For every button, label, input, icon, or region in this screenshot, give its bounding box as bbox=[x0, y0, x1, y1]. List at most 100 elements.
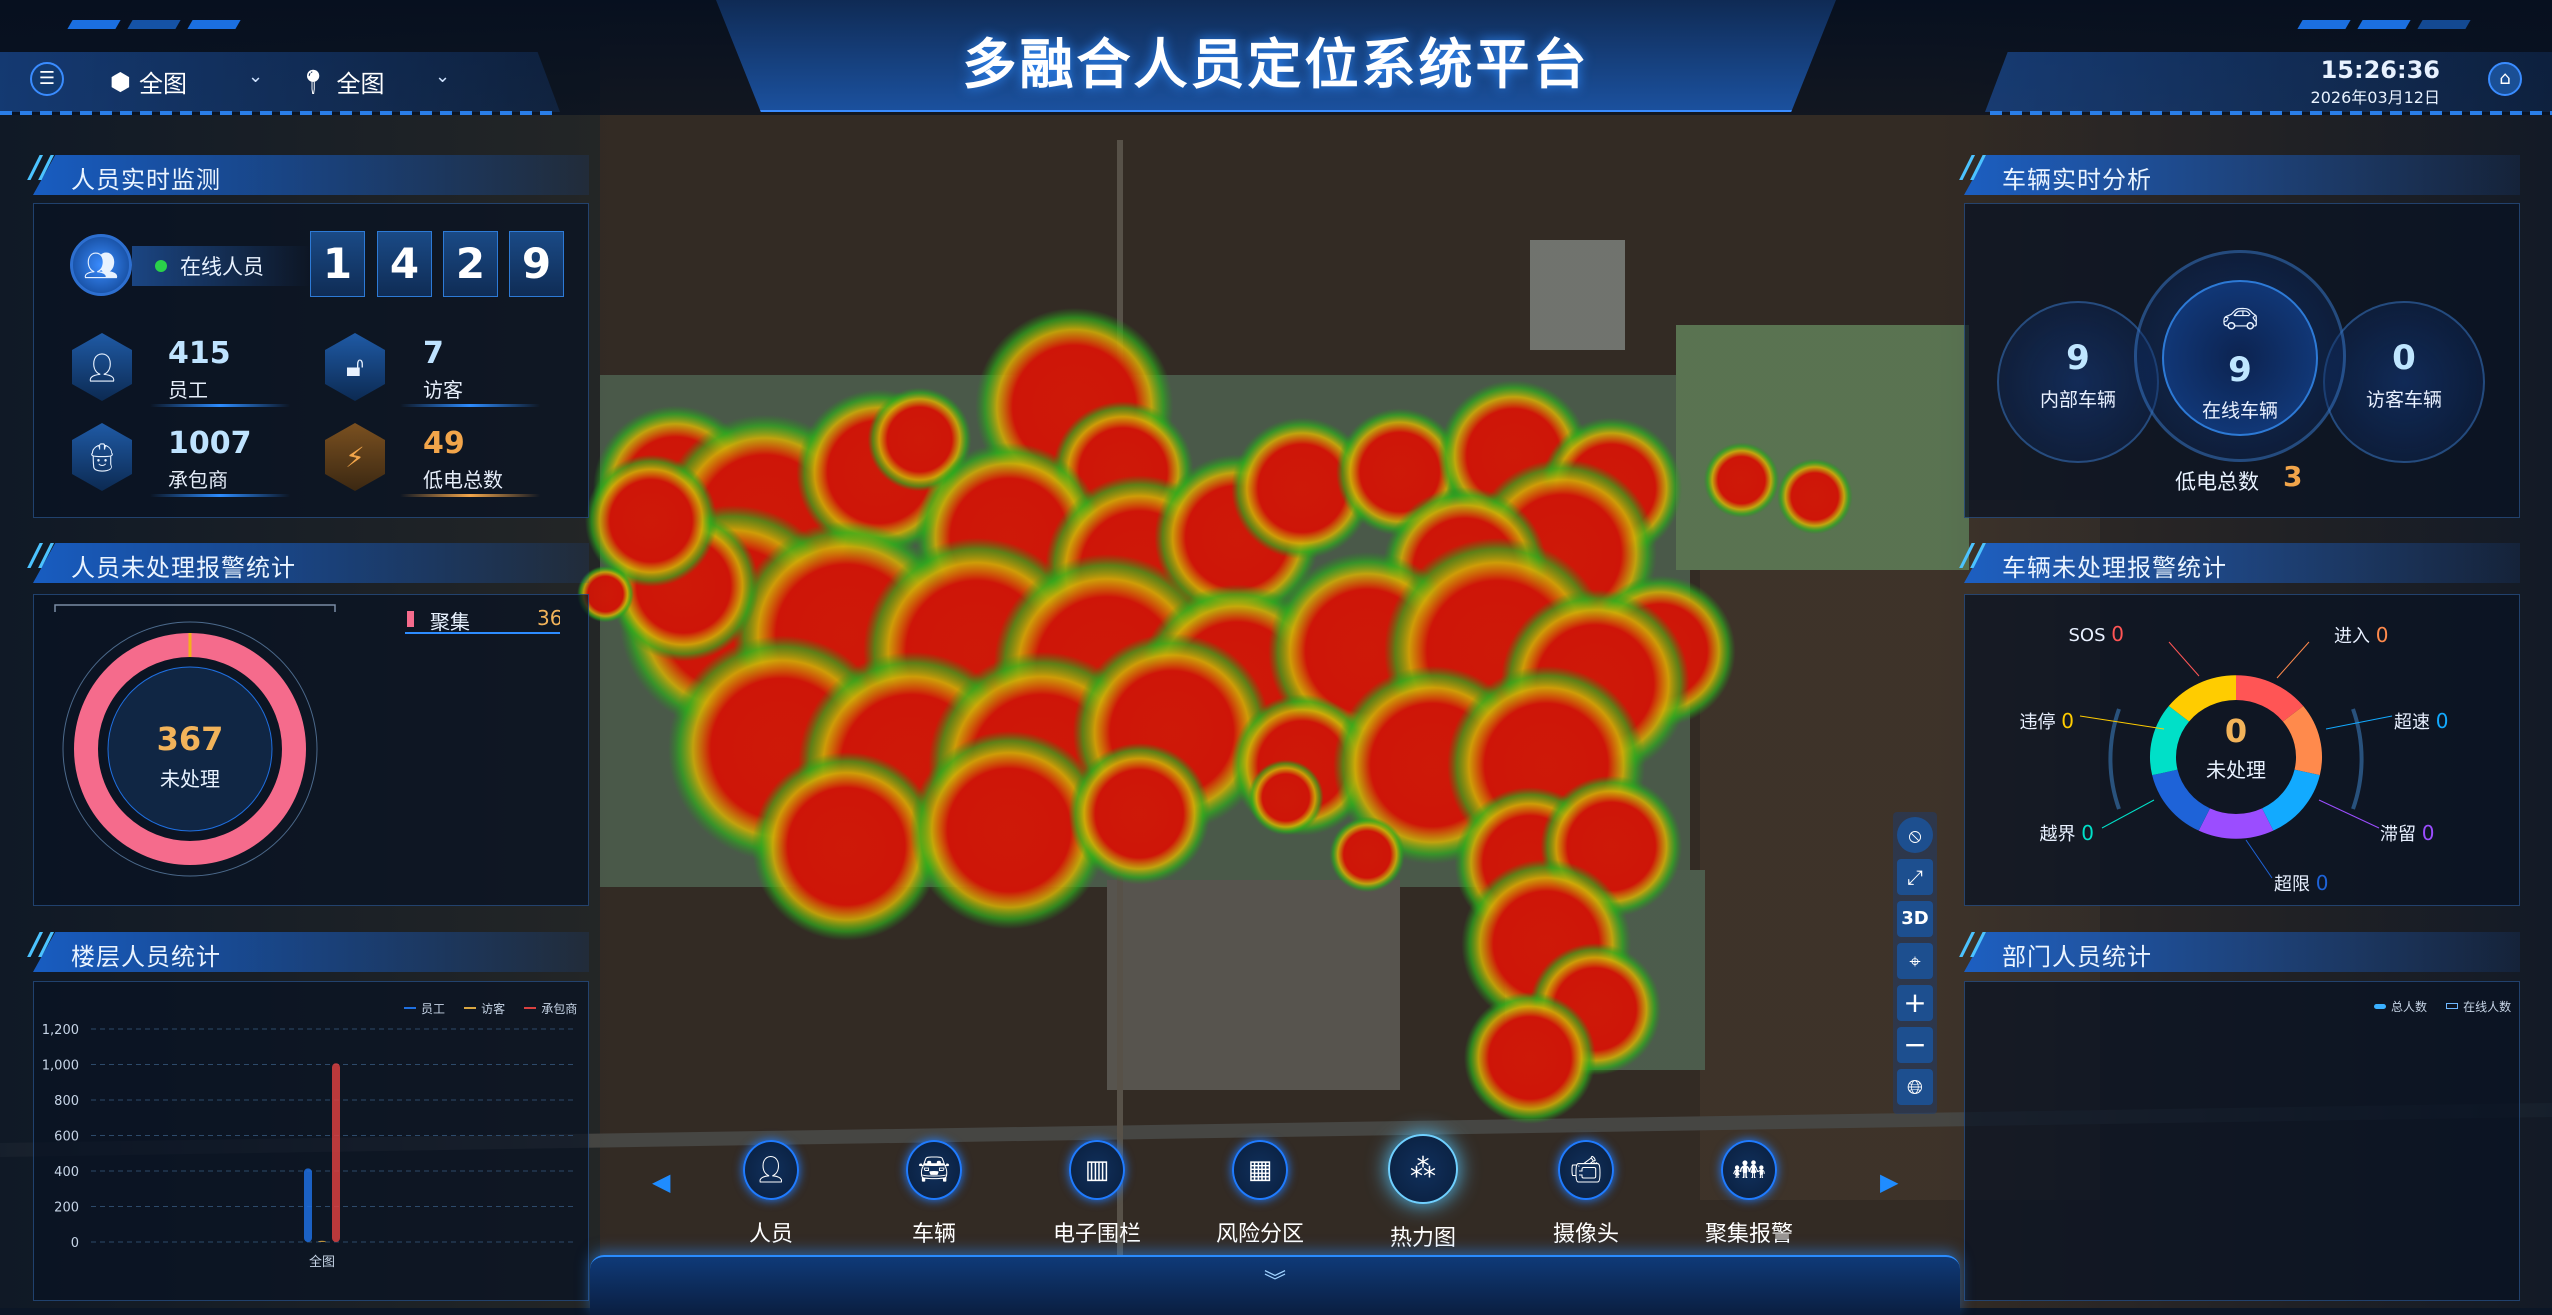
leader-line bbox=[2101, 799, 2155, 829]
visitor-vehicles-value: 0 bbox=[2392, 338, 2416, 378]
floor-stats-chart: 0 200 400 600 800 1,000 1,200 全图 bbox=[42, 1023, 573, 1270]
location-pin-icon: 📍︎ bbox=[298, 67, 329, 96]
minus-icon: − bbox=[1903, 1028, 1927, 1061]
online-people-icon: 👥︎ bbox=[70, 234, 132, 296]
legend-item-employee[interactable]: 员工 bbox=[404, 1000, 445, 1017]
compass-button[interactable]: ⦸ bbox=[1897, 817, 1933, 853]
panel-title-floor-stats: 楼层人员统计 bbox=[33, 932, 589, 972]
y-tick-label: 600 bbox=[54, 1130, 79, 1145]
locate-button[interactable]: ⌖ bbox=[1897, 943, 1933, 979]
camera-icon: 📹︎ bbox=[1558, 1140, 1614, 1200]
toolbar-prev-arrow[interactable]: ◀ bbox=[652, 1168, 671, 1196]
title-slash-icon: // bbox=[30, 150, 52, 185]
chevron-down-icon[interactable]: ⌄ bbox=[248, 66, 264, 87]
x-tick-label: 全图 bbox=[309, 1254, 335, 1270]
fullscreen-button[interactable]: ⤢ bbox=[1897, 859, 1933, 895]
area-select[interactable]: 📍︎ 全图 bbox=[298, 67, 385, 99]
divider bbox=[400, 494, 540, 497]
clock-date: 2026年03月12日 bbox=[2310, 88, 2440, 107]
online-vehicles-value: 9 bbox=[2228, 350, 2252, 390]
legend-item-online[interactable]: 在线人数 bbox=[2446, 998, 2511, 1015]
visitor-vehicles-label: 访客车辆 bbox=[2365, 389, 2442, 411]
panel-title-personnel-monitor: 人员实时监测 bbox=[33, 155, 589, 195]
zoom-out-button[interactable]: − bbox=[1897, 1027, 1933, 1063]
donut-segment[interactable] bbox=[2152, 769, 2210, 831]
fence-icon: ▥ bbox=[1069, 1140, 1125, 1200]
top-right-bar bbox=[1985, 52, 2552, 112]
legend-item-total[interactable]: 总人数 bbox=[2374, 998, 2427, 1015]
home-button[interactable]: ⌂ bbox=[2488, 62, 2522, 96]
alarm-label-0: SOS 0 bbox=[2068, 622, 2125, 646]
leader-line bbox=[2325, 715, 2393, 730]
scene-select[interactable]: ⬢ 全图 bbox=[110, 67, 187, 99]
panel-title-vehicle-alarm: 车辆未处理报警统计 bbox=[1964, 543, 2520, 583]
panel-title-vehicle-analysis: 车辆实时分析 bbox=[1964, 155, 2520, 195]
bar-员工[interactable] bbox=[304, 1168, 312, 1242]
menu-button[interactable]: ☰ bbox=[30, 62, 64, 96]
employee-count: 415 bbox=[168, 336, 231, 371]
page-title: 多融合人员定位系统平台 bbox=[962, 33, 1590, 96]
divider bbox=[400, 404, 540, 407]
donut-segment[interactable] bbox=[2150, 706, 2190, 776]
title-banner bbox=[716, 0, 1836, 112]
expand-drawer-chevron-icon[interactable]: ︾ bbox=[1264, 1270, 1287, 1295]
y-tick-label: 200 bbox=[54, 1201, 79, 1216]
online-label: 在线人员 bbox=[180, 255, 264, 279]
cube-icon: ⬢ bbox=[110, 67, 131, 96]
title-slash-icon: // bbox=[1962, 150, 1984, 185]
legend-item-contractor[interactable]: 承包商 bbox=[524, 1000, 577, 1017]
chevron-down-icon[interactable]: ⌄ bbox=[435, 66, 451, 87]
legend-item-gathering[interactable]: 聚集 367 bbox=[405, 604, 560, 634]
menu-icon: ☰ bbox=[38, 68, 56, 89]
bar-访客[interactable] bbox=[318, 1240, 326, 1242]
toolbar-button-risk-zone[interactable]: ▦ 风险分区 bbox=[1205, 1140, 1315, 1248]
divider bbox=[150, 404, 290, 407]
alarm-label-6: 违停 0 bbox=[2019, 709, 2074, 733]
leader-line bbox=[2168, 641, 2200, 677]
toolbar-button-car[interactable]: 🚘︎ 车辆 bbox=[879, 1140, 989, 1248]
alarm-label-5: 越界 0 bbox=[2039, 821, 2094, 845]
toolbar-button-camera[interactable]: 📹︎ 摄像头 bbox=[1531, 1140, 1641, 1248]
internal-vehicles-value: 9 bbox=[2066, 338, 2090, 378]
donut-segment[interactable] bbox=[2198, 808, 2274, 839]
heatmap-icon: ⁂ bbox=[1388, 1134, 1458, 1204]
y-tick-label: 1,000 bbox=[42, 1059, 79, 1074]
toolbar-button-crowd[interactable]: 👪︎ 聚集报警 bbox=[1694, 1140, 1804, 1248]
bar-承包商[interactable] bbox=[332, 1063, 340, 1242]
header-decoration bbox=[2417, 20, 2471, 29]
divider bbox=[0, 111, 560, 115]
donut-segment[interactable] bbox=[2168, 675, 2236, 722]
toolbar-next-arrow[interactable]: ▶ bbox=[1880, 1168, 1899, 1196]
car-icon: 🚘︎ bbox=[906, 1140, 962, 1200]
bottom-drawer bbox=[590, 1255, 1960, 1315]
online-vehicles-label: 在线车辆 bbox=[2201, 400, 2278, 422]
panel-title-personnel-alarm: 人员未处理报警统计 bbox=[33, 543, 589, 583]
divider bbox=[1990, 111, 2552, 115]
low-battery-count: 49 bbox=[423, 426, 465, 461]
leader-line bbox=[2318, 799, 2380, 829]
zoom-in-button[interactable]: + bbox=[1897, 985, 1933, 1021]
toolbar-button-heatmap[interactable]: ⁂ 热力图 bbox=[1368, 1134, 1478, 1252]
alarm-label-3: 滞留 0 bbox=[2380, 821, 2435, 845]
legend-item-visitor[interactable]: 访客 bbox=[464, 1000, 505, 1017]
title-slash-icon: // bbox=[30, 538, 52, 573]
online-digit: 1 bbox=[310, 231, 365, 297]
toolbar-label: 摄像头 bbox=[1552, 1222, 1619, 1247]
online-digit: 2 bbox=[443, 231, 498, 297]
visitor-count: 7 bbox=[423, 336, 444, 371]
globe-icon: 🌐︎ bbox=[1907, 1075, 1923, 1099]
y-tick-label: 800 bbox=[54, 1094, 79, 1109]
donut-segment[interactable] bbox=[2282, 706, 2322, 776]
donut-segment[interactable] bbox=[2262, 769, 2320, 831]
3d-toggle-button[interactable]: 3D bbox=[1897, 901, 1933, 937]
leader-line bbox=[2276, 641, 2310, 679]
personnel-alarm-total: 367 bbox=[156, 720, 224, 758]
person-icon: 👤︎ bbox=[72, 333, 132, 401]
personnel-alarm-total-label: 未处理 bbox=[160, 767, 220, 791]
toolbar-button-fence[interactable]: ▥ 电子围栏 bbox=[1042, 1140, 1152, 1248]
toolbar-button-person[interactable]: 👤︎ 人员 bbox=[716, 1140, 826, 1248]
donut-segment[interactable] bbox=[2236, 675, 2304, 722]
title-slash-icon: // bbox=[1962, 927, 1984, 962]
globe-button[interactable]: 🌐︎ bbox=[1897, 1069, 1933, 1105]
visitor-lock-icon: 🔓︎ bbox=[325, 333, 385, 401]
